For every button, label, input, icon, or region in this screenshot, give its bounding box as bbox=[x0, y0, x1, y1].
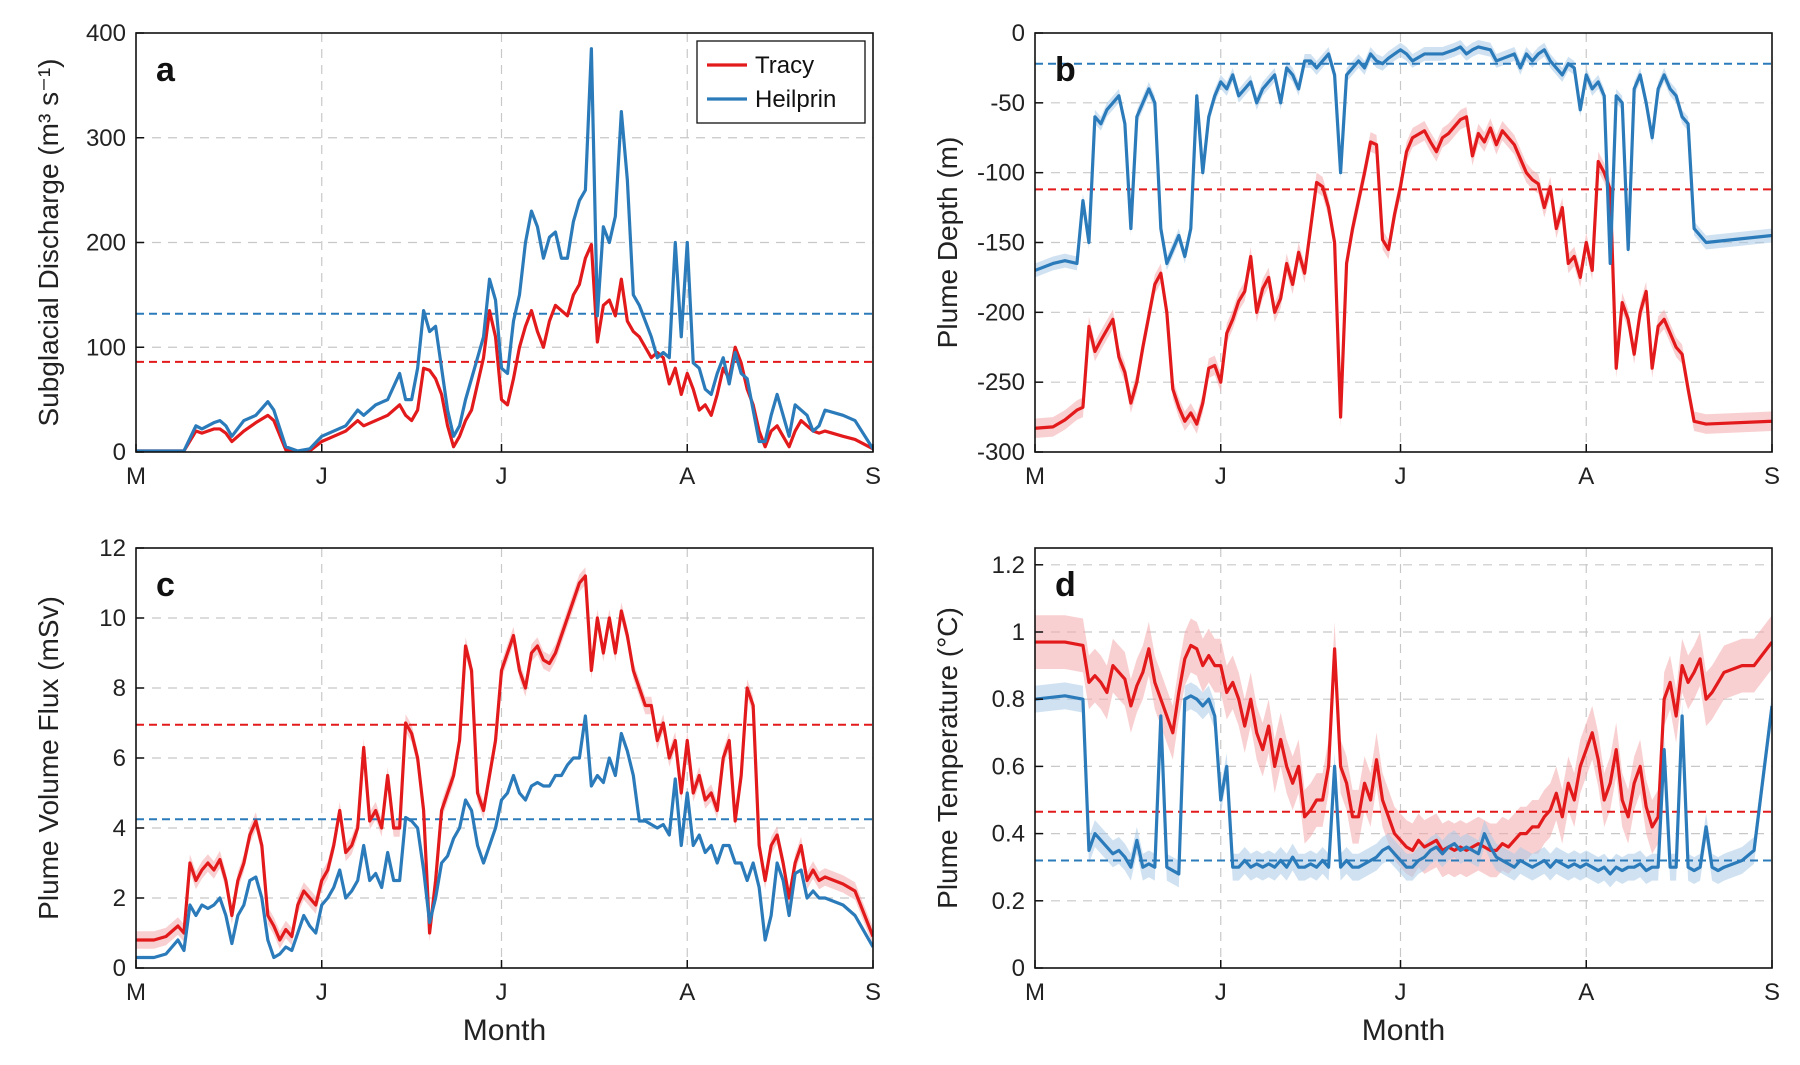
y-tick-label-2: 0.4 bbox=[992, 821, 1025, 848]
y-tick-label-5: 10 bbox=[99, 605, 126, 632]
x-tick-label-2: J bbox=[1395, 463, 1407, 490]
panel-c: M J J A S 0 2 4 6 8 10 12 c Plume Volume Flux (mSv) Mo… bbox=[33, 535, 881, 1047]
panel-letter-d: d bbox=[1055, 566, 1076, 604]
series-line-heilprin-a bbox=[136, 47, 873, 452]
band-tracy-d bbox=[1035, 615, 1772, 878]
y-tick-label-2: 200 bbox=[86, 230, 126, 257]
series-line-tracy-c bbox=[136, 574, 873, 942]
series-line-tracy-b bbox=[1035, 115, 1772, 430]
x-tick-label-3: A bbox=[679, 463, 695, 490]
x-tick-label-2: J bbox=[496, 463, 508, 490]
panel-letter-b: b bbox=[1055, 51, 1076, 89]
plot-area-d bbox=[1035, 615, 1772, 888]
x-tick-label-1: J bbox=[316, 979, 328, 1006]
y-tick-label-6: 0 bbox=[1012, 20, 1025, 47]
y-axis-label-b: Plume Depth (m) bbox=[932, 137, 963, 349]
y-tick-label-1: 2 bbox=[113, 885, 126, 912]
y-tick-label-1: 100 bbox=[86, 334, 126, 361]
x-tick-label-4: S bbox=[865, 463, 881, 490]
band-heilprin-b bbox=[1035, 39, 1772, 278]
x-tick-label-0: M bbox=[126, 463, 146, 490]
y-tick-label-3: 300 bbox=[86, 125, 126, 152]
y-axis-label-a: Subglacial Discharge (m³ s⁻¹) bbox=[33, 59, 64, 427]
x-tick-label-1: J bbox=[1215, 463, 1227, 490]
band-tracy-b bbox=[1035, 107, 1772, 439]
x-tick-label-4: S bbox=[1764, 463, 1780, 490]
y-tick-label-1: -250 bbox=[977, 369, 1025, 396]
y-tick-label-2: -200 bbox=[977, 299, 1025, 326]
panel-a: M J J A S 0 100 200 300 400 a Subglacial Discharge … bbox=[33, 20, 881, 490]
x-tick-label-1: J bbox=[1215, 979, 1227, 1006]
y-tick-label-4: -100 bbox=[977, 160, 1025, 187]
x-tick-label-0: M bbox=[126, 979, 146, 1006]
y-tick-label-5: 1 bbox=[1012, 619, 1025, 646]
y-tick-label-1: 0.2 bbox=[992, 888, 1025, 915]
y-tick-label-4: 400 bbox=[86, 20, 126, 47]
y-tick-label-0: 0 bbox=[113, 955, 126, 982]
legend: Tracy Heilprin bbox=[696, 40, 866, 124]
y-tick-label-0: -300 bbox=[977, 439, 1025, 466]
legend-label-tracy: Tracy bbox=[755, 52, 814, 79]
x-tick-label-4: S bbox=[865, 979, 881, 1006]
x-tick-label-3: A bbox=[1578, 979, 1594, 1006]
y-tick-label-2: 4 bbox=[113, 815, 126, 842]
x-axis-label-d: Month bbox=[1362, 1014, 1445, 1047]
legend-box bbox=[696, 40, 866, 124]
y-tick-label-4: 0.8 bbox=[992, 686, 1025, 713]
x-tick-label-0: M bbox=[1025, 463, 1045, 490]
series-line-heilprin-d bbox=[1035, 694, 1772, 876]
y-tick-label-6: 1.2 bbox=[992, 552, 1025, 579]
series-line-tracy-d bbox=[1035, 640, 1772, 853]
y-tick-label-3: 6 bbox=[113, 745, 126, 772]
y-tick-label-0: 0 bbox=[1012, 955, 1025, 982]
series-line-heilprin-c bbox=[136, 714, 873, 960]
x-tick-label-3: A bbox=[1578, 463, 1594, 490]
panel-letter-a: a bbox=[156, 51, 176, 89]
panel-d: M J J A S 0 0.2 0.4 0.6 0.8 1 1.2 d Plume Temperature… bbox=[932, 547, 1780, 1047]
y-tick-label-3: 0.6 bbox=[992, 753, 1025, 780]
y-tick-label-5: -50 bbox=[990, 90, 1025, 117]
series-line-heilprin-b bbox=[1035, 45, 1772, 272]
x-tick-label-4: S bbox=[1764, 979, 1780, 1006]
band-tracy-c bbox=[136, 567, 873, 949]
y-tick-label-0: 0 bbox=[113, 439, 126, 466]
plot-area-c bbox=[136, 567, 873, 960]
x-axis-label-c: Month bbox=[463, 1014, 546, 1047]
legend-label-heilprin: Heilprin bbox=[755, 86, 836, 113]
x-tick-label-2: J bbox=[1395, 979, 1407, 1006]
panel-letter-c: c bbox=[156, 566, 175, 604]
y-tick-label-4: 8 bbox=[113, 675, 126, 702]
axes-box-d bbox=[1034, 547, 1773, 969]
panel-b: M J J A S -300 -250 -200 -150 -100 -50 0 b Plume Dept… bbox=[932, 20, 1780, 490]
plot-area-a bbox=[136, 47, 873, 452]
y-axis-label-c: Plume Volume Flux (mSv) bbox=[33, 596, 64, 920]
x-tick-label-0: M bbox=[1025, 979, 1045, 1006]
series-line-tracy-a bbox=[136, 242, 873, 452]
plot-area-b bbox=[1035, 39, 1772, 439]
y-tick-label-6: 12 bbox=[99, 535, 126, 562]
x-tick-label-2: J bbox=[496, 979, 508, 1006]
y-axis-label-d: Plume Temperature (°C) bbox=[932, 607, 963, 909]
x-tick-label-1: J bbox=[316, 463, 328, 490]
x-tick-label-3: A bbox=[679, 979, 695, 1006]
y-tick-label-3: -150 bbox=[977, 230, 1025, 257]
